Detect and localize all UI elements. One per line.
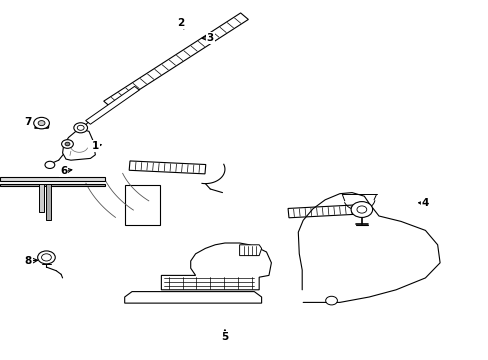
Circle shape	[38, 251, 55, 264]
Polygon shape	[103, 13, 248, 108]
Polygon shape	[0, 177, 105, 181]
Circle shape	[77, 125, 84, 130]
Circle shape	[61, 140, 73, 148]
Circle shape	[350, 202, 372, 217]
Text: 7: 7	[24, 117, 32, 127]
Polygon shape	[287, 205, 357, 218]
Circle shape	[74, 123, 87, 133]
Polygon shape	[161, 243, 271, 290]
Circle shape	[41, 254, 51, 261]
Text: 3: 3	[206, 33, 213, 43]
Polygon shape	[46, 184, 51, 220]
Text: 4: 4	[421, 198, 428, 208]
Polygon shape	[62, 130, 95, 160]
Bar	[124, 185, 160, 225]
Text: 8: 8	[25, 256, 32, 266]
Polygon shape	[239, 245, 261, 256]
Polygon shape	[129, 161, 205, 174]
Circle shape	[45, 161, 55, 168]
Text: 1: 1	[92, 141, 99, 151]
Polygon shape	[124, 292, 261, 303]
Circle shape	[356, 206, 366, 213]
Text: 5: 5	[221, 332, 228, 342]
Circle shape	[38, 121, 45, 126]
Circle shape	[325, 296, 337, 305]
Polygon shape	[39, 184, 44, 212]
Polygon shape	[0, 184, 105, 186]
Text: 2: 2	[177, 18, 184, 28]
Circle shape	[65, 142, 70, 146]
Circle shape	[34, 117, 49, 129]
Polygon shape	[85, 86, 139, 124]
Text: 6: 6	[60, 166, 67, 176]
